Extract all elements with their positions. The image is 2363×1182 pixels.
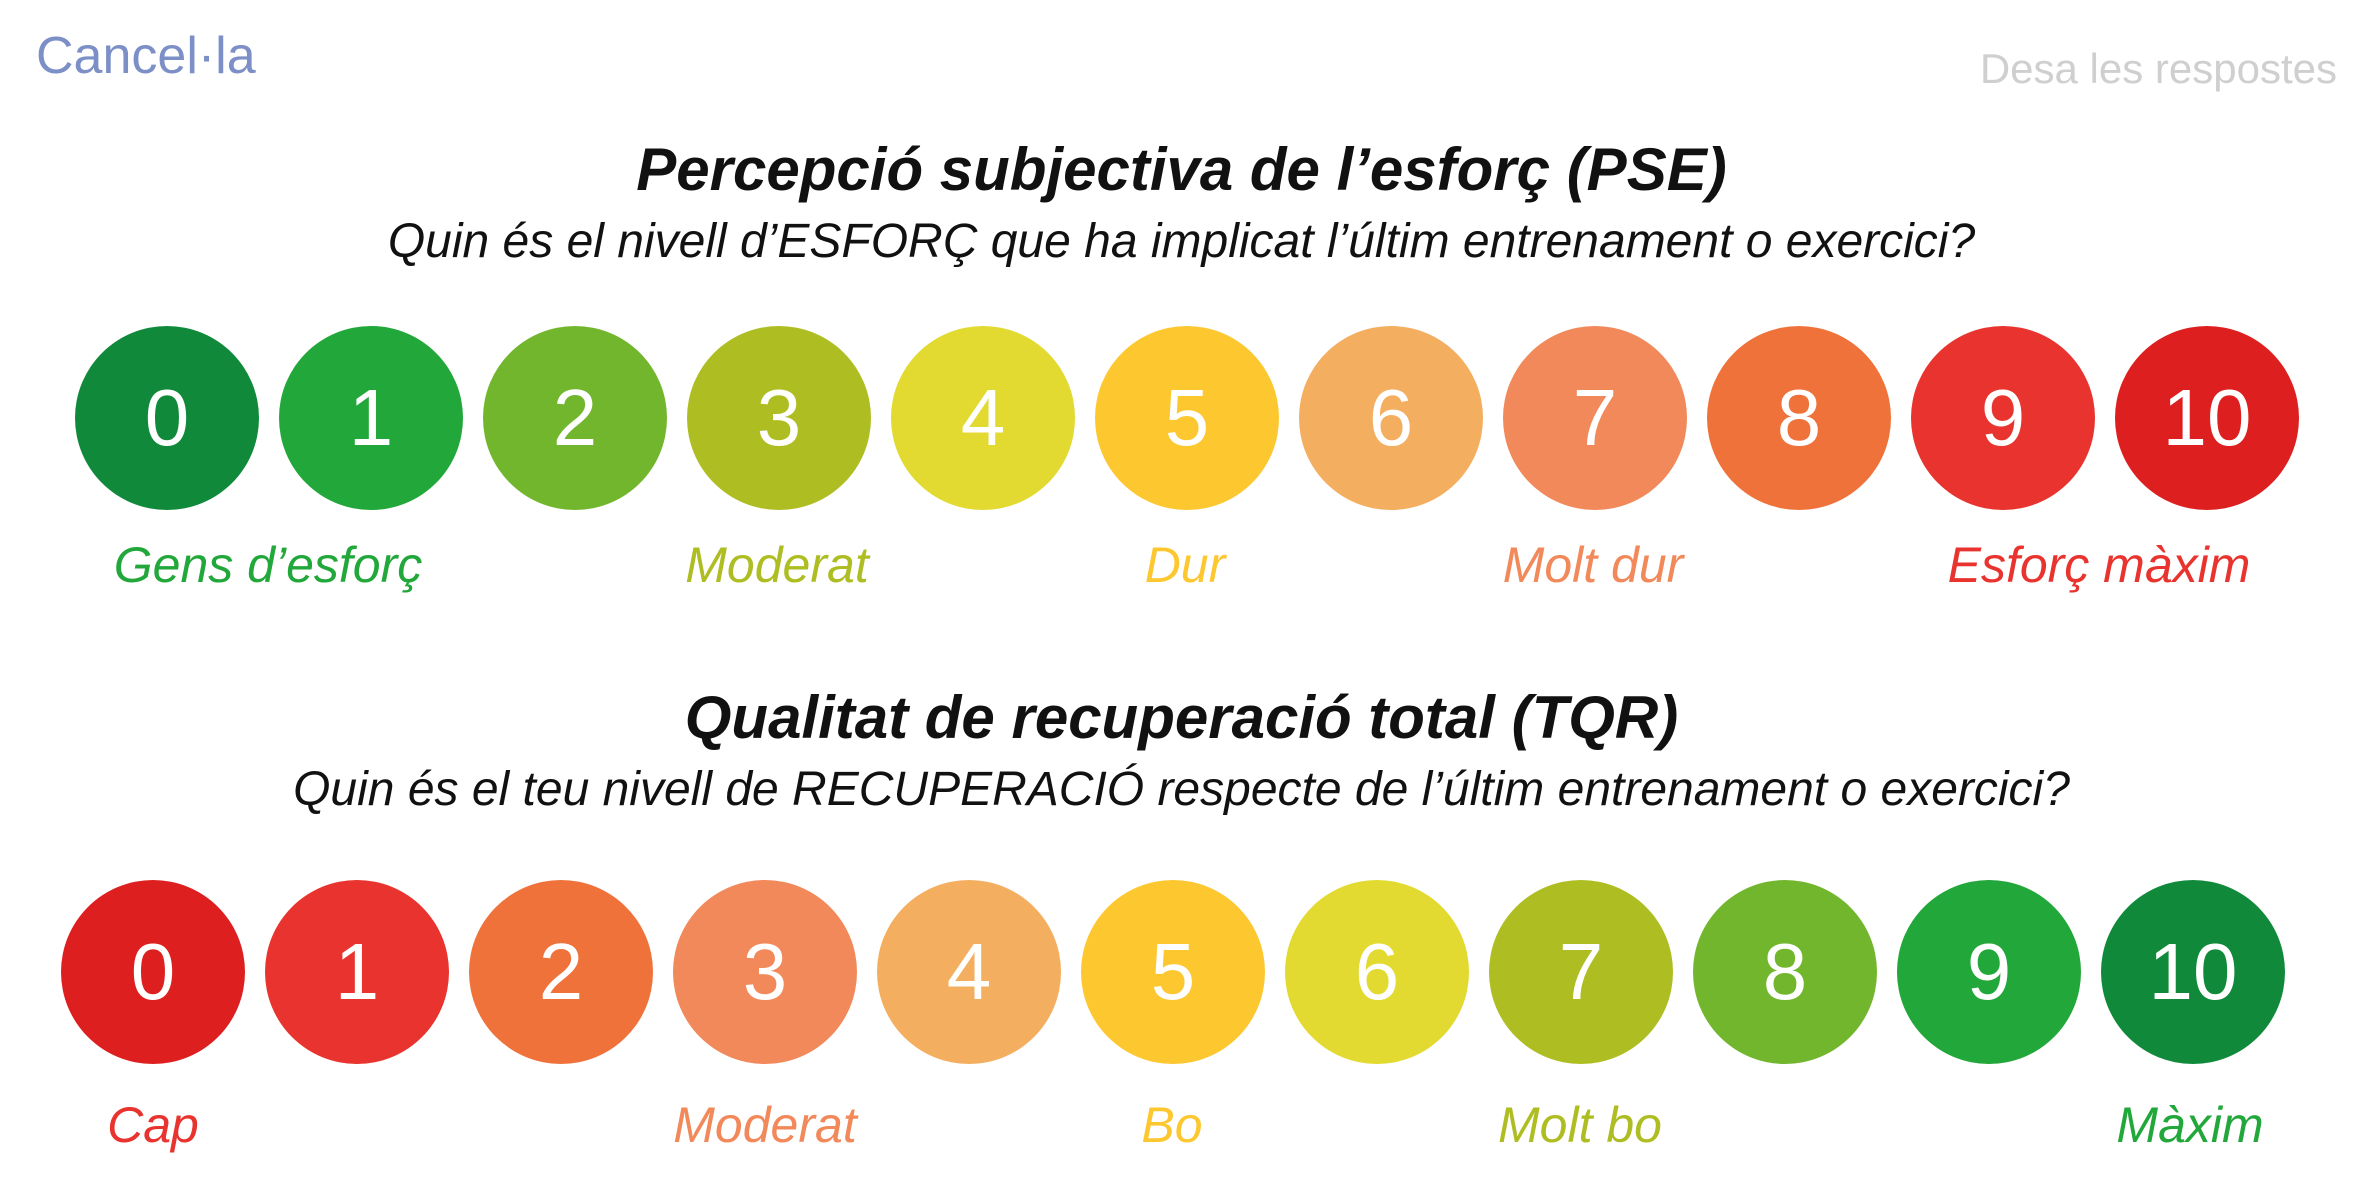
tqr-option-7[interactable]: 7 [1489, 880, 1673, 1064]
tqr-option-3[interactable]: 3 [673, 880, 857, 1064]
cancel-button[interactable]: Cancel·la [36, 27, 256, 85]
pse-scale: 0 1 2 3 4 5 6 7 8 9 10 [0, 326, 2363, 510]
save-answers-button[interactable]: Desa les respostes [1979, 45, 2337, 92]
tqr-option-1[interactable]: 1 [265, 880, 449, 1064]
pse-option-0[interactable]: 0 [75, 326, 259, 510]
pse-option-3[interactable]: 3 [687, 326, 871, 510]
tqr-scale-labels: Cap Moderat Bo Molt bo Màxim [0, 1100, 2363, 1160]
tqr-option-0[interactable]: 0 [61, 880, 245, 1064]
pse-scale-label: Gens d’esforç [113, 537, 423, 593]
pse-option-10[interactable]: 10 [2115, 326, 2299, 510]
tqr-option-2[interactable]: 2 [469, 880, 653, 1064]
tqr-scale-label: Cap [107, 1097, 199, 1153]
tqr-option-10[interactable]: 10 [2101, 880, 2285, 1064]
tqr-option-5[interactable]: 5 [1081, 880, 1265, 1064]
pse-option-1[interactable]: 1 [279, 326, 463, 510]
pse-option-4[interactable]: 4 [891, 326, 1075, 510]
tqr-title: Qualitat de recuperació total (TQR) [684, 684, 1679, 751]
pse-scale-label: Moderat [685, 537, 869, 593]
tqr-scale-label: Moderat [673, 1097, 857, 1153]
pse-scale-label: Dur [1144, 537, 1226, 593]
tqr-section: Qualitat de recuperació total (TQR) Quin… [0, 688, 2363, 814]
pse-section: Percepció subjectiva de l’esforç (PSE) Q… [0, 140, 2363, 266]
pse-question: Quin és el nivell d’ESFORÇ que ha implic… [387, 215, 1976, 268]
tqr-option-4[interactable]: 4 [877, 880, 1061, 1064]
tqr-option-6[interactable]: 6 [1285, 880, 1469, 1064]
pse-scale-labels: Gens d’esforç Moderat Dur Molt dur Esforç mà… [0, 540, 2363, 600]
pse-scale-label: Molt dur [1502, 537, 1684, 593]
pse-scale-label: Esforç màxim [1947, 537, 2251, 593]
tqr-option-8[interactable]: 8 [1693, 880, 1877, 1064]
pse-option-8[interactable]: 8 [1707, 326, 1891, 510]
pse-option-5[interactable]: 5 [1095, 326, 1279, 510]
tqr-scale-label: Bo [1141, 1097, 1203, 1153]
tqr-scale-label: Molt bo [1498, 1097, 1662, 1153]
pse-option-6[interactable]: 6 [1299, 326, 1483, 510]
tqr-scale-label: Màxim [2116, 1097, 2264, 1153]
pse-option-7[interactable]: 7 [1503, 326, 1687, 510]
pse-title: Percepció subjectiva de l’esforç (PSE) [636, 136, 1727, 203]
top-bar: Cancel·la Desa les respostes [0, 0, 2363, 130]
tqr-option-9[interactable]: 9 [1897, 880, 2081, 1064]
tqr-question: Quin és el teu nivell de RECUPERACIÓ res… [293, 763, 2070, 816]
tqr-scale: 0 1 2 3 4 5 6 7 8 9 10 [0, 880, 2363, 1064]
pse-option-2[interactable]: 2 [483, 326, 667, 510]
pse-option-9[interactable]: 9 [1911, 326, 2095, 510]
